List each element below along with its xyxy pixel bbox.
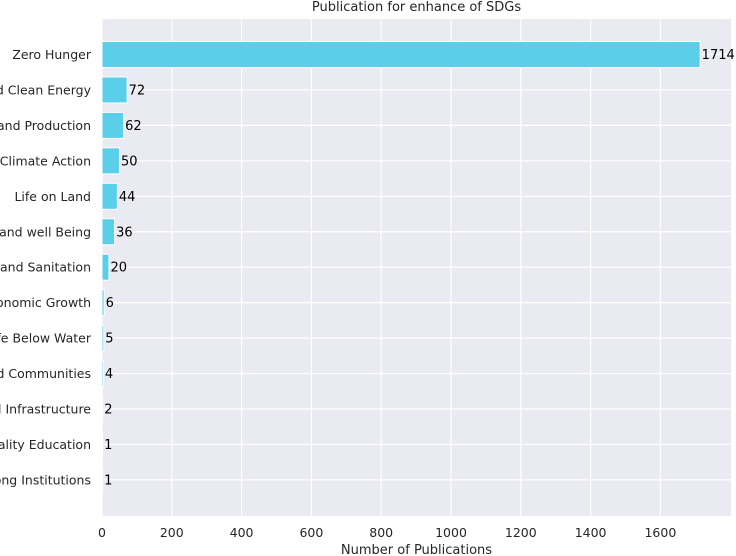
y-tick-label: Climate Action <box>0 153 91 168</box>
chart-title: Publication for enhance of SDGs <box>312 0 521 15</box>
x-tick-label: 1000 <box>435 525 467 540</box>
bar <box>101 182 118 210</box>
bar <box>101 324 105 352</box>
bar-value-label: 1 <box>104 438 112 453</box>
bar <box>101 395 104 423</box>
bar-value-label: 1714 <box>702 48 735 63</box>
x-axis-title: Number of Publications <box>341 543 492 556</box>
bar <box>101 218 116 246</box>
bar <box>101 289 105 317</box>
y-tick-label: and well Being <box>0 224 91 239</box>
y-tick-label: l Infrastructure <box>0 402 91 417</box>
x-tick-label: 400 <box>230 525 254 540</box>
bar <box>101 253 110 281</box>
x-tick-label: 800 <box>369 525 393 540</box>
y-tick-label: Life on Land <box>14 189 91 204</box>
y-tick-label: and Sanitation <box>0 260 91 275</box>
x-tick-labels: 0 200 400 600 800 1000 1200 1400 1600 <box>98 525 676 540</box>
bar <box>101 430 104 458</box>
bar-value-label: 36 <box>116 225 133 240</box>
bar-value-label: 1 <box>104 473 112 488</box>
bar <box>101 360 104 388</box>
bar <box>101 466 104 494</box>
bar <box>101 147 120 175</box>
data-labels: 1714 72 62 50 44 36 20 6 5 4 2 1 1 <box>104 48 735 488</box>
x-tick-label: 0 <box>98 525 106 540</box>
x-tick-label: 1400 <box>575 525 607 540</box>
x-tick-label: 1200 <box>505 525 537 540</box>
y-tick-label: Zero Hunger <box>12 47 92 62</box>
y-tick-label: ong Institutions <box>0 472 91 487</box>
bar <box>101 76 128 104</box>
bar-value-label: 6 <box>106 296 114 311</box>
x-tick-label: 1600 <box>644 525 676 540</box>
x-tick-label: 200 <box>160 525 184 540</box>
bar-value-label: 62 <box>125 119 142 134</box>
x-tick-label: 600 <box>299 525 323 540</box>
bar <box>101 41 701 68</box>
y-tick-label: and Production <box>0 118 91 133</box>
bar-value-label: 44 <box>119 190 136 205</box>
y-tick-label: ality Education <box>0 437 91 452</box>
y-tick-labels: Zero Hunger d Clean Energy and Production C… <box>0 47 92 487</box>
bar-value-label: 2 <box>104 403 112 418</box>
bar <box>101 111 125 139</box>
bar-value-label: 5 <box>105 332 113 347</box>
bar-value-label: 20 <box>110 261 127 276</box>
bars <box>101 41 701 494</box>
y-tick-label: d Communities <box>0 366 91 381</box>
bar-value-label: 4 <box>105 367 113 382</box>
bar-value-label: 50 <box>121 154 138 169</box>
y-tick-label: d Clean Energy <box>0 82 92 97</box>
y-tick-label: onomic Growth <box>0 295 91 310</box>
y-tick-label: fe Below Water <box>0 331 92 346</box>
bar-value-label: 72 <box>129 83 146 98</box>
